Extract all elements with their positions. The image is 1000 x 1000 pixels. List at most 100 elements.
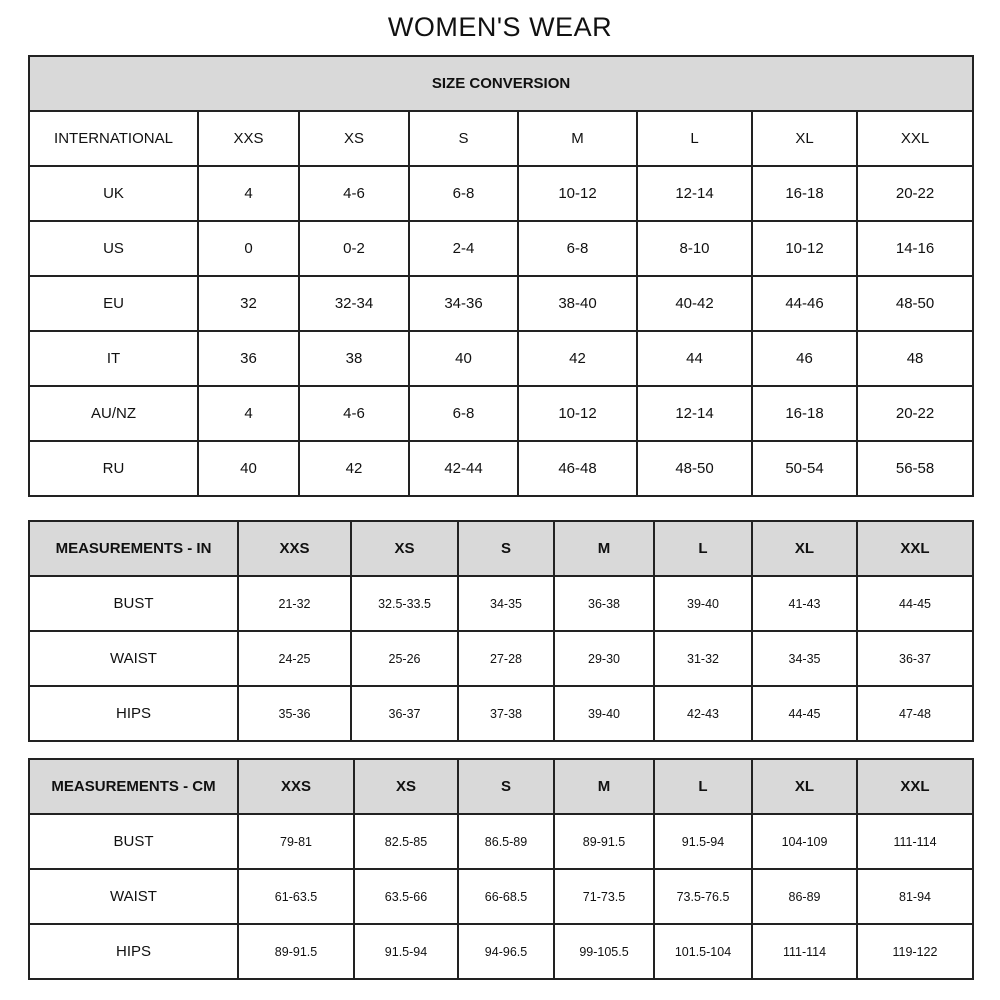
table-cell: 79-81	[237, 813, 355, 870]
table-cell: 41-43	[751, 575, 858, 632]
column-header: L	[636, 110, 753, 167]
table-cell: 4	[197, 385, 300, 442]
row-label: US	[28, 220, 199, 277]
table-heading-row: SIZE CONVERSION	[27, 55, 975, 112]
table-cell: 37-38	[457, 685, 555, 742]
table-cell: 29-30	[553, 630, 655, 687]
table-cell: 48-50	[636, 440, 753, 497]
table-cell: 50-54	[751, 440, 858, 497]
table-row: WAIST 24-25 25-26 27-28 29-30 31-32 34-35 36-37	[28, 630, 974, 687]
column-header: XXS	[197, 110, 300, 167]
table-heading: SIZE CONVERSION	[27, 55, 975, 112]
table-cell: 46	[751, 330, 858, 387]
table-cell: 82.5-85	[353, 813, 459, 870]
table-cell: 8-10	[636, 220, 753, 277]
table-cell: 63.5-66	[353, 868, 459, 925]
row-label: AU/NZ	[28, 385, 199, 442]
table-cell: 32-34	[298, 275, 410, 332]
header-row: MEASUREMENTS - IN XXS XS S M L XL XXL	[28, 520, 974, 577]
column-header: S	[457, 758, 555, 815]
column-header: XL	[751, 110, 858, 167]
row-label: WAIST	[28, 630, 239, 687]
table-cell: 66-68.5	[457, 868, 555, 925]
table-cell: 10-12	[517, 165, 638, 222]
row-label: BUST	[28, 813, 239, 870]
table-cell: 34-36	[408, 275, 519, 332]
table-cell: 38	[298, 330, 410, 387]
table-cell: 14-16	[855, 220, 975, 277]
table-cell: 0-2	[298, 220, 410, 277]
table-cell: 44-45	[751, 685, 858, 742]
table-cell: 61-63.5	[237, 868, 355, 925]
table-cell: 48-50	[855, 275, 975, 332]
row-label: UK	[28, 165, 199, 222]
table-cell: 27-28	[457, 630, 555, 687]
column-header: XS	[350, 520, 459, 577]
table-cell: 39-40	[653, 575, 753, 632]
measurements-cm-table: MEASUREMENTS - CM XXS XS S M L XL XXL BUST 79-81 8…	[28, 758, 974, 980]
column-header: XXS	[237, 520, 352, 577]
table-cell: 12-14	[636, 165, 753, 222]
table-cell: 16-18	[751, 385, 858, 442]
table-cell: 10-12	[751, 220, 858, 277]
table-cell: 39-40	[553, 685, 655, 742]
table-cell: 47-48	[856, 685, 974, 742]
column-header: INTERNATIONAL	[28, 110, 199, 167]
table-cell: 4-6	[298, 165, 410, 222]
table-cell: 71-73.5	[553, 868, 655, 925]
column-header: XXL	[856, 520, 974, 577]
table-cell: 21-32	[237, 575, 352, 632]
column-header: S	[457, 520, 555, 577]
table-cell: 32.5-33.5	[350, 575, 459, 632]
column-header: L	[653, 758, 753, 815]
table-cell: 40	[408, 330, 519, 387]
table-cell: 42-44	[408, 440, 519, 497]
table-cell: 44-46	[751, 275, 858, 332]
table-row: WAIST 61-63.5 63.5-66 66-68.5 71-73.5 73.5-76…	[28, 868, 974, 925]
row-label: WAIST	[28, 868, 239, 925]
table-cell: 94-96.5	[457, 923, 555, 980]
table-cell: 0	[197, 220, 300, 277]
table-cell: 44-45	[856, 575, 974, 632]
table-cell: 12-14	[636, 385, 753, 442]
table-cell: 99-105.5	[553, 923, 655, 980]
column-header: XS	[353, 758, 459, 815]
measurements-in-table: MEASUREMENTS - IN XXS XS S M L XL XXL BUST 21-32 3…	[28, 520, 974, 742]
column-header: XL	[751, 520, 858, 577]
table-cell: 34-35	[751, 630, 858, 687]
table-cell: 40-42	[636, 275, 753, 332]
column-header: MEASUREMENTS - IN	[28, 520, 239, 577]
table-cell: 6-8	[408, 385, 519, 442]
header-row: INTERNATIONAL XXS XS S M L XL XXL	[28, 110, 975, 167]
row-label: HIPS	[28, 923, 239, 980]
row-label: EU	[28, 275, 199, 332]
table-cell: 16-18	[751, 165, 858, 222]
table-cell: 89-91.5	[553, 813, 655, 870]
column-header: XXL	[855, 110, 975, 167]
table-cell: 91.5-94	[653, 813, 753, 870]
column-header: XS	[298, 110, 410, 167]
table-cell: 34-35	[457, 575, 555, 632]
table-cell: 6-8	[517, 220, 638, 277]
header-row: MEASUREMENTS - CM XXS XS S M L XL XXL	[28, 758, 974, 815]
table-cell: 48	[855, 330, 975, 387]
table-cell: 31-32	[653, 630, 753, 687]
table-cell: 25-26	[350, 630, 459, 687]
row-label: HIPS	[28, 685, 239, 742]
table-cell: 32	[197, 275, 300, 332]
table-cell: 36-37	[350, 685, 459, 742]
table-cell: 73.5-76.5	[653, 868, 753, 925]
table-cell: 86-89	[751, 868, 858, 925]
table-cell: 42	[517, 330, 638, 387]
column-header: S	[408, 110, 519, 167]
table-cell: 46-48	[517, 440, 638, 497]
size-conversion-table: SIZE CONVERSION INTERNATIONAL XXS XS S M L XL XX…	[27, 55, 975, 497]
table-cell: 4-6	[298, 385, 410, 442]
table-cell: 104-109	[751, 813, 858, 870]
table-cell: 56-58	[855, 440, 975, 497]
table-cell: 42-43	[653, 685, 753, 742]
row-label: IT	[28, 330, 199, 387]
table-row: IT 36 38 40 42 44 46 48	[28, 330, 975, 387]
column-header: M	[553, 520, 655, 577]
table-cell: 89-91.5	[237, 923, 355, 980]
